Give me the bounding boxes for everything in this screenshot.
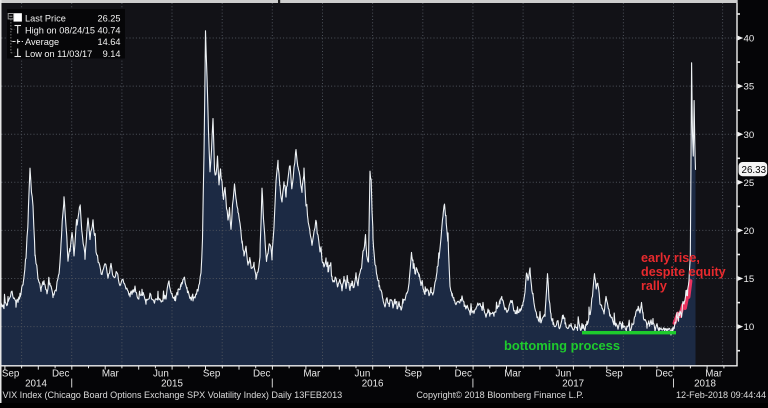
svg-text:2016: 2016 (362, 379, 384, 390)
svg-text:Mar: Mar (705, 369, 723, 380)
svg-text:Last Price: Last Price (25, 13, 66, 23)
svg-text:Jun: Jun (153, 369, 169, 380)
svg-text:15: 15 (744, 274, 755, 285)
svg-text:Sep: Sep (203, 369, 221, 380)
svg-text:Sep: Sep (404, 369, 422, 380)
svg-text:2014: 2014 (25, 379, 47, 390)
svg-text:Copyright© 2018 Bloomberg Fina: Copyright© 2018 Bloomberg Finance L.P. (416, 390, 583, 400)
svg-text:40: 40 (744, 34, 755, 45)
svg-text:26.25: 26.25 (98, 13, 121, 23)
svg-text:VIX Index (Chicago Board Optio: VIX Index (Chicago Board Options Exchang… (3, 390, 343, 400)
svg-text:despite equity: despite equity (641, 265, 726, 279)
svg-text:High on 08/24/15: High on 08/24/15 (25, 25, 95, 35)
svg-text:Jun: Jun (556, 369, 572, 380)
svg-text:Sep: Sep (2, 369, 20, 380)
svg-text:10: 10 (744, 322, 755, 333)
svg-text:30: 30 (744, 130, 755, 141)
svg-text:Low on 11/03/17: Low on 11/03/17 (25, 49, 92, 59)
svg-text:20: 20 (744, 226, 755, 237)
svg-text:12-Feb-2018 09:44:44: 12-Feb-2018 09:44:44 (676, 390, 766, 400)
svg-text:25: 25 (744, 178, 755, 189)
svg-text:Dec: Dec (655, 369, 673, 380)
svg-text:26.33: 26.33 (742, 165, 767, 176)
svg-text:Dec: Dec (454, 369, 472, 380)
svg-text:Sep: Sep (605, 369, 623, 380)
svg-text:early rise,: early rise, (641, 251, 700, 265)
svg-text:Dec: Dec (253, 369, 271, 380)
svg-text:2017: 2017 (562, 379, 584, 390)
svg-text:Jun: Jun (355, 369, 371, 380)
svg-text:Average: Average (25, 37, 59, 47)
svg-text:rally: rally (641, 279, 667, 293)
svg-text:Dec: Dec (52, 369, 70, 380)
svg-text:Mar: Mar (102, 369, 120, 380)
svg-text:Mar: Mar (504, 369, 522, 380)
svg-text:40.74: 40.74 (98, 25, 121, 35)
svg-text:Mar: Mar (303, 369, 321, 380)
svg-text:9.14: 9.14 (103, 49, 121, 59)
svg-text:35: 35 (744, 82, 755, 93)
svg-text:bottoming process: bottoming process (504, 338, 620, 353)
svg-text:14.64: 14.64 (98, 37, 121, 47)
svg-text:2018: 2018 (694, 379, 716, 390)
svg-text:2015: 2015 (161, 379, 183, 390)
